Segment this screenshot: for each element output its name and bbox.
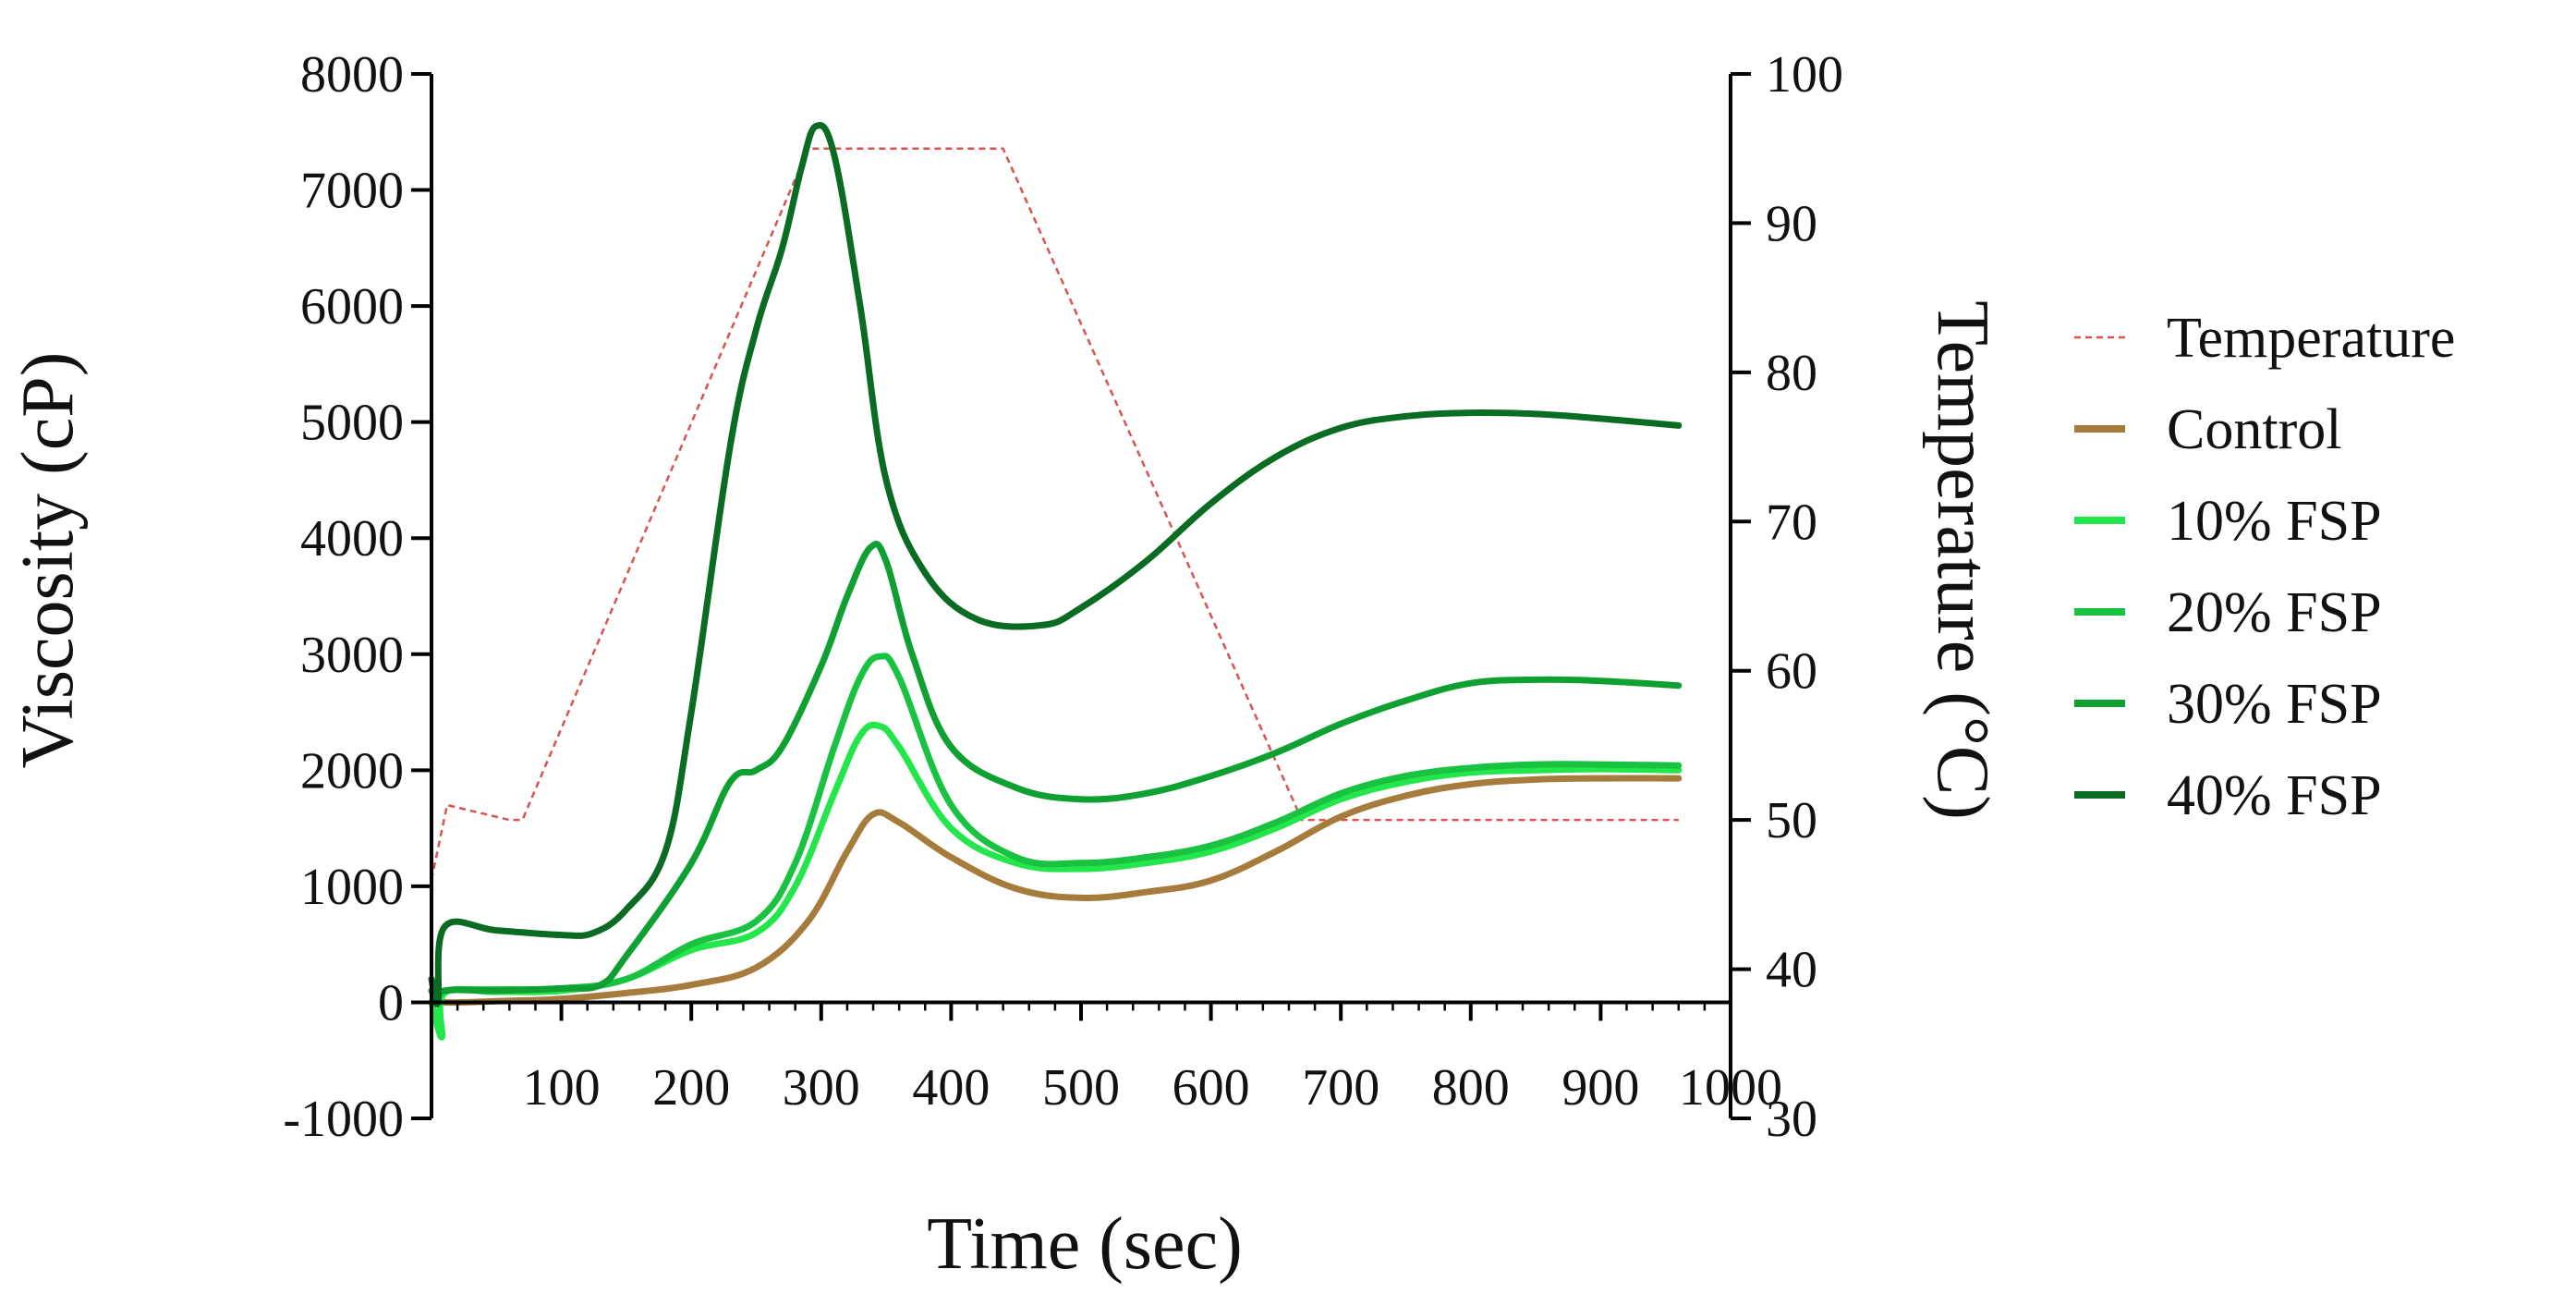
x-tick-label: 1000 — [1679, 1059, 1782, 1117]
series-temperature-line — [430, 147, 1679, 880]
tick-labels: -1000 0 1000 2000 3000 4000 5000 6000 7000 8000 30… — [283, 46, 1843, 1148]
y2-tick-label: 70 — [1766, 494, 1817, 551]
y-tick-label: 1000 — [300, 859, 404, 916]
legend-label-control: Control — [2167, 398, 2341, 461]
series-control-line — [428, 775, 1683, 1007]
y2-tick-label: 40 — [1766, 942, 1817, 999]
y-tick-label: 8000 — [300, 46, 404, 104]
y-tick-label: 4000 — [300, 510, 404, 568]
series-30-fsp-line — [428, 541, 1683, 1006]
x-tick-label: 500 — [1042, 1059, 1120, 1117]
viscosity-series-group — [428, 122, 1683, 1041]
y2-axis-title: Temperature (°C) — [1922, 300, 2003, 820]
y-tick-label: 5000 — [300, 395, 404, 452]
legend-label-30-fsp: 30% FSP — [2167, 673, 2382, 736]
x-tick-label: 100 — [523, 1059, 601, 1117]
x-tick-label: 700 — [1302, 1059, 1379, 1117]
x-tick-label: 200 — [652, 1059, 730, 1117]
x-tick-label: 400 — [912, 1059, 990, 1117]
y2-tick-label: 60 — [1766, 643, 1817, 701]
y2-tick-label: 50 — [1766, 792, 1817, 849]
legend: Temperature Control 10% FSP 20% FSP 30% FSP 4… — [2074, 307, 2455, 827]
series-10-fsp-line — [428, 721, 1683, 1041]
y2-tick-label: 90 — [1766, 195, 1817, 252]
x-tick-label: 900 — [1561, 1059, 1639, 1117]
y-tick-label: 3000 — [300, 627, 404, 684]
x-axis-title: Time (sec) — [927, 1203, 1242, 1285]
y-tick-label: 2000 — [300, 742, 404, 799]
legend-label-40-fsp: 40% FSP — [2167, 764, 2382, 827]
y-tick-label: -1000 — [283, 1091, 404, 1148]
series-40-fsp-line — [428, 122, 1683, 1007]
y-tick-label: 6000 — [300, 278, 404, 336]
y2-tick-label: 100 — [1766, 46, 1843, 104]
legend-label-20-fsp: 20% FSP — [2167, 581, 2382, 644]
y2-tick-label: 80 — [1766, 345, 1817, 402]
temperature-series-group — [430, 147, 1679, 880]
y-tick-label: 0 — [378, 974, 404, 1031]
x-tick-label: 800 — [1432, 1059, 1510, 1117]
y-axis-title: Viscosity (cP) — [7, 352, 89, 769]
x-tick-label: 300 — [783, 1059, 860, 1117]
axes — [411, 72, 1751, 1120]
y-tick-label: 7000 — [300, 163, 404, 220]
y2-tick-label: 30 — [1766, 1091, 1817, 1148]
legend-label-10-fsp: 10% FSP — [2167, 490, 2382, 553]
legend-label-temperature: Temperature — [2167, 307, 2455, 370]
series-20-fsp-line — [428, 653, 1683, 1006]
x-tick-label: 600 — [1173, 1059, 1250, 1117]
